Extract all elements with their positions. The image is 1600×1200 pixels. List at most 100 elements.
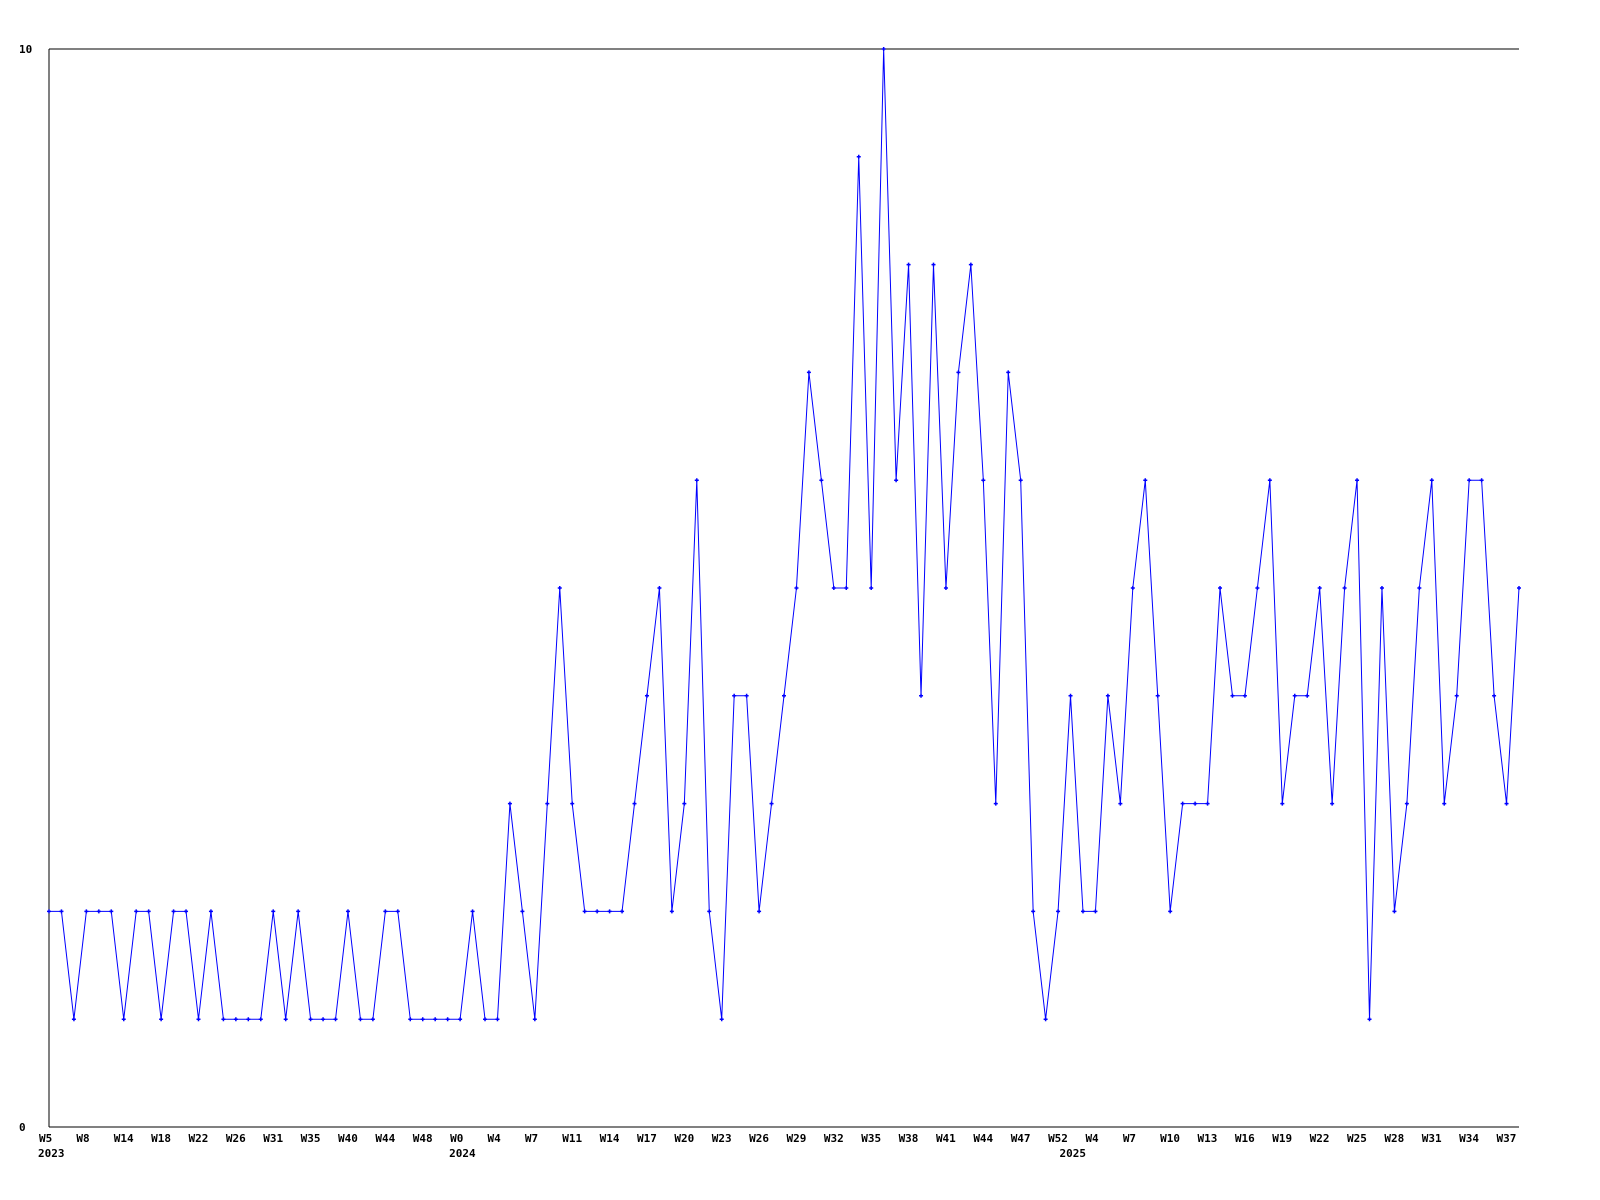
- x-tick-label: W32: [824, 1132, 844, 1145]
- x-tick-label: W40: [338, 1132, 358, 1145]
- x-tick-label: W28: [1384, 1132, 1404, 1145]
- data-point: [657, 586, 662, 590]
- x-tick-label: W5: [39, 1132, 52, 1145]
- data-point: [271, 909, 276, 914]
- x-tick-label: W22: [188, 1132, 208, 1145]
- data-point: [1255, 586, 1260, 590]
- x-tick-label: W44: [375, 1132, 395, 1145]
- data-point: [71, 1017, 76, 1022]
- data-point: [968, 262, 973, 267]
- data-point: [1043, 1017, 1048, 1022]
- data-point: [59, 909, 64, 914]
- data-point: [707, 909, 712, 914]
- data-point: [308, 1017, 313, 1022]
- x-tick-label: W48: [413, 1132, 433, 1145]
- series: [47, 47, 1521, 1022]
- x-tick-label: W26: [226, 1132, 246, 1145]
- x-tick-label: W29: [786, 1132, 806, 1145]
- data-point: [1267, 478, 1272, 483]
- x-tick-label: W8: [76, 1132, 89, 1145]
- data-point: [121, 1017, 126, 1022]
- x-tick-label: W10: [1160, 1132, 1180, 1145]
- data-point: [1467, 478, 1472, 483]
- data-point: [1317, 586, 1322, 590]
- data-point: [134, 909, 139, 914]
- x-tick-label: W20: [674, 1132, 694, 1145]
- data-point: [806, 370, 811, 375]
- x-tick-label: W11: [562, 1132, 582, 1145]
- x-tick-label: W23: [712, 1132, 732, 1145]
- y-tick-label-min: 0: [19, 1121, 26, 1134]
- series-line: [49, 48, 1520, 1020]
- x-year-label: 2024: [449, 1147, 476, 1160]
- data-point: [682, 801, 687, 806]
- data-point: [184, 909, 189, 914]
- x-tick-label: W0: [450, 1132, 463, 1145]
- data-point: [196, 1017, 201, 1022]
- data-point: [333, 1017, 338, 1022]
- x-tick-label: W19: [1272, 1132, 1292, 1145]
- data-point: [757, 909, 762, 914]
- data-point: [919, 693, 924, 698]
- data-point: [1105, 693, 1110, 698]
- data-point: [1218, 586, 1223, 590]
- data-point: [931, 262, 936, 267]
- data-point: [532, 1017, 537, 1022]
- x-tick-label: W25: [1347, 1132, 1367, 1145]
- data-point: [943, 586, 948, 590]
- data-point: [831, 586, 836, 590]
- data-point: [1118, 801, 1123, 806]
- data-point: [233, 1017, 238, 1022]
- x-tick-label: W34: [1459, 1132, 1479, 1145]
- x-tick-label: W47: [1011, 1132, 1031, 1145]
- data-point: [296, 909, 301, 914]
- data-point: [632, 801, 637, 806]
- data-point: [358, 1017, 363, 1022]
- data-point: [1006, 370, 1011, 375]
- x-tick-label: W26: [749, 1132, 769, 1145]
- data-point: [844, 586, 849, 590]
- data-point: [1517, 586, 1521, 590]
- data-point: [171, 909, 176, 914]
- data-point: [495, 1017, 500, 1022]
- data-point: [1305, 693, 1310, 698]
- data-point: [408, 1017, 413, 1022]
- data-point: [1080, 909, 1085, 914]
- data-point: [794, 586, 799, 590]
- data-point: [1168, 909, 1173, 914]
- data-point: [1355, 478, 1360, 483]
- data-point: [694, 478, 699, 483]
- data-point: [395, 909, 400, 914]
- data-point: [607, 909, 612, 914]
- x-tick-label: W52: [1048, 1132, 1068, 1145]
- data-point: [545, 801, 550, 806]
- data-point: [383, 909, 388, 914]
- x-tick-label: W31: [1422, 1132, 1442, 1145]
- data-point: [1180, 801, 1185, 806]
- x-tick-label: W35: [861, 1132, 881, 1145]
- data-point: [1056, 909, 1061, 914]
- y-tick-label-max: 10: [19, 43, 32, 56]
- x-tick-label: W16: [1235, 1132, 1255, 1145]
- x-tick-label: W38: [899, 1132, 919, 1145]
- data-point: [1143, 478, 1148, 483]
- data-point: [1292, 693, 1297, 698]
- x-tick-label: W31: [263, 1132, 283, 1145]
- data-point: [719, 1017, 724, 1022]
- x-year-label: 2025: [1060, 1147, 1087, 1160]
- data-point: [47, 909, 51, 914]
- data-point: [483, 1017, 488, 1022]
- data-point: [595, 909, 600, 914]
- data-point: [445, 1017, 450, 1022]
- data-point: [1442, 801, 1447, 806]
- data-point: [470, 909, 475, 914]
- data-point: [1330, 801, 1335, 806]
- x-tick-label: W13: [1198, 1132, 1218, 1145]
- x-tick-label: W14: [600, 1132, 620, 1145]
- data-point: [283, 1017, 288, 1022]
- data-point: [520, 909, 525, 914]
- data-point: [1280, 801, 1285, 806]
- data-point: [782, 693, 786, 698]
- data-point: [644, 693, 649, 698]
- data-point: [906, 262, 911, 267]
